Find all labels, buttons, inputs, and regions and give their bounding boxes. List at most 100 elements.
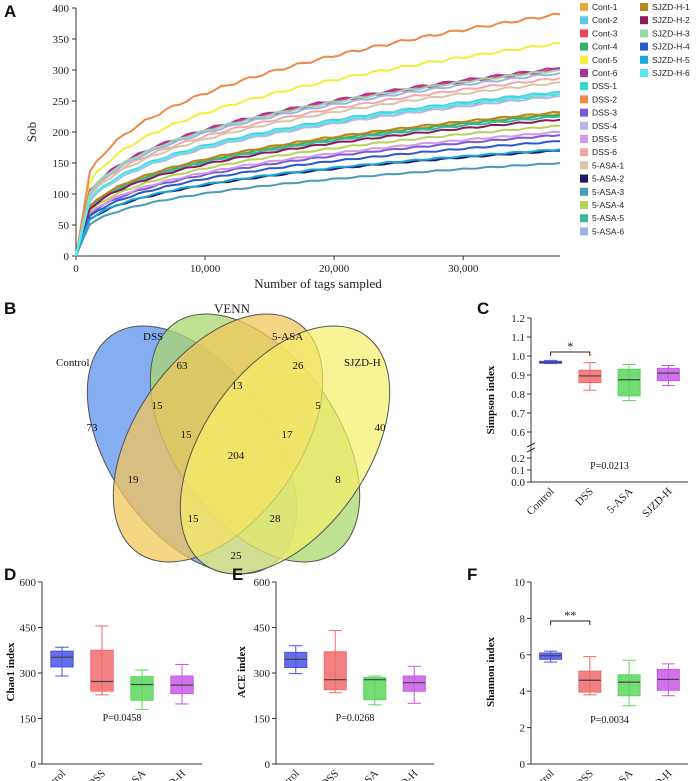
y-tick-label-f-10: 10 [514,577,526,589]
legend-label-5-asa-5: 5-ASA-5 [592,213,624,223]
legend-swatch-dss-4 [580,121,588,130]
y-tick-label-e-450: 450 [254,623,271,635]
rarefaction-chart: 0 50 100 150 200 250 300 350 400 0 10,000 20,000 30… [24,2,690,291]
legend-label-dss-1: DSS-1 [592,81,617,91]
x-axis-label-a: Number of tags sampled [254,276,382,291]
significance-marker-f: ** [564,608,576,622]
box-c-sjzd-h [656,367,680,382]
venn-count-5asa-sjzdh: 5 [315,400,321,412]
y-tick-label-a-50: 50 [58,220,70,232]
box-f-dss [578,670,602,693]
x-tick-label-a-10-000: 10,000 [190,263,221,275]
venn-count-control-only: 73 [87,422,99,434]
y-tick-label-f-2: 2 [520,723,526,735]
legend-label-dss-5: DSS-5 [592,134,617,144]
y-tick-label-e-300: 300 [254,668,271,680]
series-line-5-asa-4 [75,124,561,257]
series-line-sjzd-h-5 [75,148,561,257]
box-d-5-asa [130,676,154,701]
legend-swatch-cont-4 [580,42,588,51]
x-tick-label-f-5-asa: 5-ASA [605,768,636,781]
series-line-sjzd-h-4 [75,140,560,257]
legend-swatch-sjzd-h-5 [640,55,648,64]
legend-swatch-dss-5 [580,135,588,143]
p-value-e: P=0.0268 [336,713,375,724]
y-tick-label-c-0-6: 0.6 [511,427,525,439]
legend-swatch-5-asa-2 [580,174,588,183]
venn-count-sjzdh-only: 40 [375,422,387,434]
panel-label-d: D [4,565,16,584]
series-line-sjzd-h-3 [75,69,561,257]
legend-swatch-cont-6 [580,69,588,77]
legend-swatch-5-asa-5 [580,214,588,223]
y-tick-label-c-1-1: 1.1 [511,332,525,344]
y-tick-label-f-8: 8 [520,613,526,625]
legend-swatch-sjzd-h-4 [640,42,648,51]
x-tick-label-c-dss: DSS [573,486,596,509]
venn-count-control-dss-sjzdh: 28 [270,513,282,525]
y-tick-label-c-0-2: 0.2 [511,453,525,465]
y-tick-label-a-250: 250 [53,96,70,108]
box-c-5-asa [617,368,641,397]
legend-swatch-dss-1 [580,82,588,91]
ace-boxplot: 0 150 300 450 600 Control DSS 5-ASA SJZD-H ACE in… [236,577,434,781]
y-tick-label-d-600: 600 [20,577,37,589]
legend-swatch-5-asa-3 [580,187,588,196]
series-line-sjzd-h-1 [75,110,561,257]
chao1-boxplot: 0 150 300 450 600 Control DSS 5-ASA SJZD-H Chao1 … [5,577,202,781]
p-value-d: P=0.0458 [103,713,142,724]
x-tick-label-e-5-asa: 5-ASA [350,768,381,781]
y-axis-label-d: Chao1 index [5,642,17,701]
y-tick-label-a-100: 100 [53,189,70,201]
legend-swatch-dss-2 [580,95,588,104]
legend-swatch-sjzd-h-6 [640,69,648,77]
y-tick-label-c-1-2: 1.2 [511,313,525,325]
legend-label-sjzd-h-6: SJZD-H-6 [652,68,690,78]
y-tick-label-d-450: 450 [20,623,37,635]
series-line-dss-2 [75,12,561,257]
venn-count-dss-sjzdh: 8 [335,474,341,486]
x-tick-label-e-control: Control [270,768,302,781]
venn-count-5asa-only: 26 [293,360,305,372]
legend-label-5-asa-3: 5-ASA-3 [592,187,624,197]
venn-label-5asa: 5-ASA [272,331,303,343]
x-tick-label-a-20-000: 20,000 [319,263,350,275]
y-tick-label-a-300: 300 [53,65,70,77]
x-tick-label-d-5-asa: 5-ASA [118,768,149,781]
venn-count-control-dss: 15 [152,400,164,412]
shannon-boxplot: 0 2 4 6 8 10 Control DSS 5-ASA SJZD-H Shannon inde… [485,577,688,781]
box-f-5-asa [617,674,641,697]
legend-swatch-dss-3 [580,108,588,117]
legend-swatch-sjzd-h-2 [640,16,648,25]
legend-label-cont-5: Cont-5 [592,55,618,65]
legend-swatch-cont-3 [580,29,588,38]
legend-label-dss-6: DSS-6 [592,147,617,157]
venn-count-control-5asa-sjzdh: 15 [188,513,200,525]
y-tick-label-d-300: 300 [20,668,37,680]
box-e-sjzd-h [402,675,426,692]
legend-label-cont-6: Cont-6 [592,68,618,78]
legend-swatch-sjzd-h-3 [640,29,648,38]
venn-label-sjzdh: SJZD-H [344,357,381,369]
p-value-c: P=0.0213 [590,461,629,472]
series-line-dss-5 [75,130,561,257]
series-line-sjzd-h-2 [75,118,561,257]
x-tick-label-f-dss: DSS [573,768,596,781]
box-e-5-asa [363,677,387,701]
y-axis-label-a: Sob [24,122,39,142]
y-tick-label-c-1-0: 1.0 [511,351,525,363]
panel-label-f: F [467,565,477,584]
p-value-f: P=0.0034 [590,715,629,726]
x-tick-label-c-control: Control [524,486,556,518]
y-tick-label-e-0: 0 [265,759,271,771]
panel-label-a: A [4,2,16,21]
x-tick-label-c-sjzd-h: SJZD-H [640,486,674,520]
y-tick-label-c-0-8: 0.8 [511,389,525,401]
box-e-dss [323,651,347,691]
legend-label-5-asa-1: 5-ASA-1 [592,160,624,170]
y-tick-label-a-350: 350 [53,34,70,46]
x-tick-label-e-dss: DSS [319,768,342,781]
venn-diagram: VENN Control DSS 5-ASA SJZD-H 73 63 26 4… [56,301,391,575]
y-tick-label-f-6: 6 [520,650,526,662]
venn-label-control: Control [56,357,90,369]
